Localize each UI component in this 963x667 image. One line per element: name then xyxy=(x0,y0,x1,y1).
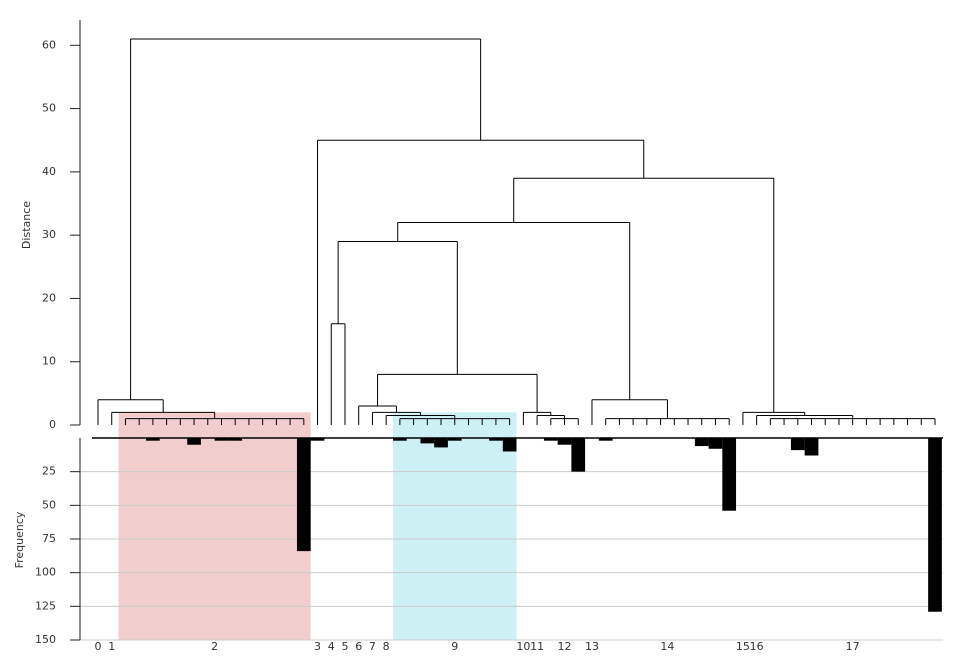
cluster-label: 15 xyxy=(736,640,750,653)
frequency-bar xyxy=(447,438,462,441)
cluster-label: 6 xyxy=(355,640,362,653)
y-tick-label: 60 xyxy=(42,38,56,51)
frequency-bar xyxy=(296,438,311,552)
cluster-label: 7 xyxy=(369,640,376,653)
frequency-bar xyxy=(420,438,435,444)
y-tick-label: 10 xyxy=(42,355,56,368)
cluster-label: 1 xyxy=(108,640,115,653)
frequency-bar xyxy=(928,438,942,612)
frequency-bar xyxy=(708,438,723,449)
frequency-bar xyxy=(228,438,243,441)
cluster-label: 9 xyxy=(451,640,458,653)
frequency-bar xyxy=(694,438,709,447)
cluster-highlight xyxy=(118,412,311,640)
frequency-bar xyxy=(502,438,517,452)
frequency-bar xyxy=(571,438,586,472)
y2-tick-label: 25 xyxy=(42,465,56,478)
cluster-label: 3 xyxy=(314,640,321,653)
cluster-label: 4 xyxy=(328,640,335,653)
y2-axis-label: Frequency xyxy=(13,511,26,568)
frequency-bar xyxy=(598,438,613,441)
y-tick-label: 40 xyxy=(42,165,56,178)
frequency-bar xyxy=(434,438,448,448)
y2-tick-label: 50 xyxy=(42,498,56,511)
frequency-bar xyxy=(310,438,325,441)
cluster-label: 11 xyxy=(530,640,544,653)
cluster-label: 13 xyxy=(585,640,599,653)
cluster-label: 10 xyxy=(516,640,530,653)
frequency-bar xyxy=(146,438,160,441)
frequency-bar xyxy=(489,438,503,441)
cluster-highlight xyxy=(393,412,517,640)
cluster-label: 14 xyxy=(660,640,674,653)
y-tick-label: 20 xyxy=(42,291,56,304)
frequency-bar xyxy=(804,438,819,456)
cluster-label: 12 xyxy=(558,640,572,653)
frequency-bar xyxy=(214,438,229,441)
cluster-label: 8 xyxy=(383,640,390,653)
y-tick-label: 50 xyxy=(42,102,56,115)
cluster-label: 0 xyxy=(95,640,102,653)
y2-tick-label: 100 xyxy=(35,566,56,579)
cluster-label: 17 xyxy=(846,640,860,653)
frequency-bar xyxy=(393,438,407,441)
frequency-bar xyxy=(543,438,558,441)
y2-tick-label: 75 xyxy=(42,532,56,545)
y2-tick-label: 125 xyxy=(35,599,56,612)
y-axis-label: Distance xyxy=(20,201,33,249)
frequency-bar xyxy=(722,438,737,511)
frequency-bar xyxy=(557,438,572,445)
cluster-label: 2 xyxy=(211,640,218,653)
y2-tick-label: 150 xyxy=(35,633,56,646)
frequency-bar xyxy=(187,438,201,445)
cluster-label: 5 xyxy=(341,640,348,653)
cluster-label: 16 xyxy=(750,640,764,653)
y-tick-label: 0 xyxy=(49,418,56,431)
y-tick-label: 30 xyxy=(42,228,56,241)
frequency-bar xyxy=(790,438,805,451)
